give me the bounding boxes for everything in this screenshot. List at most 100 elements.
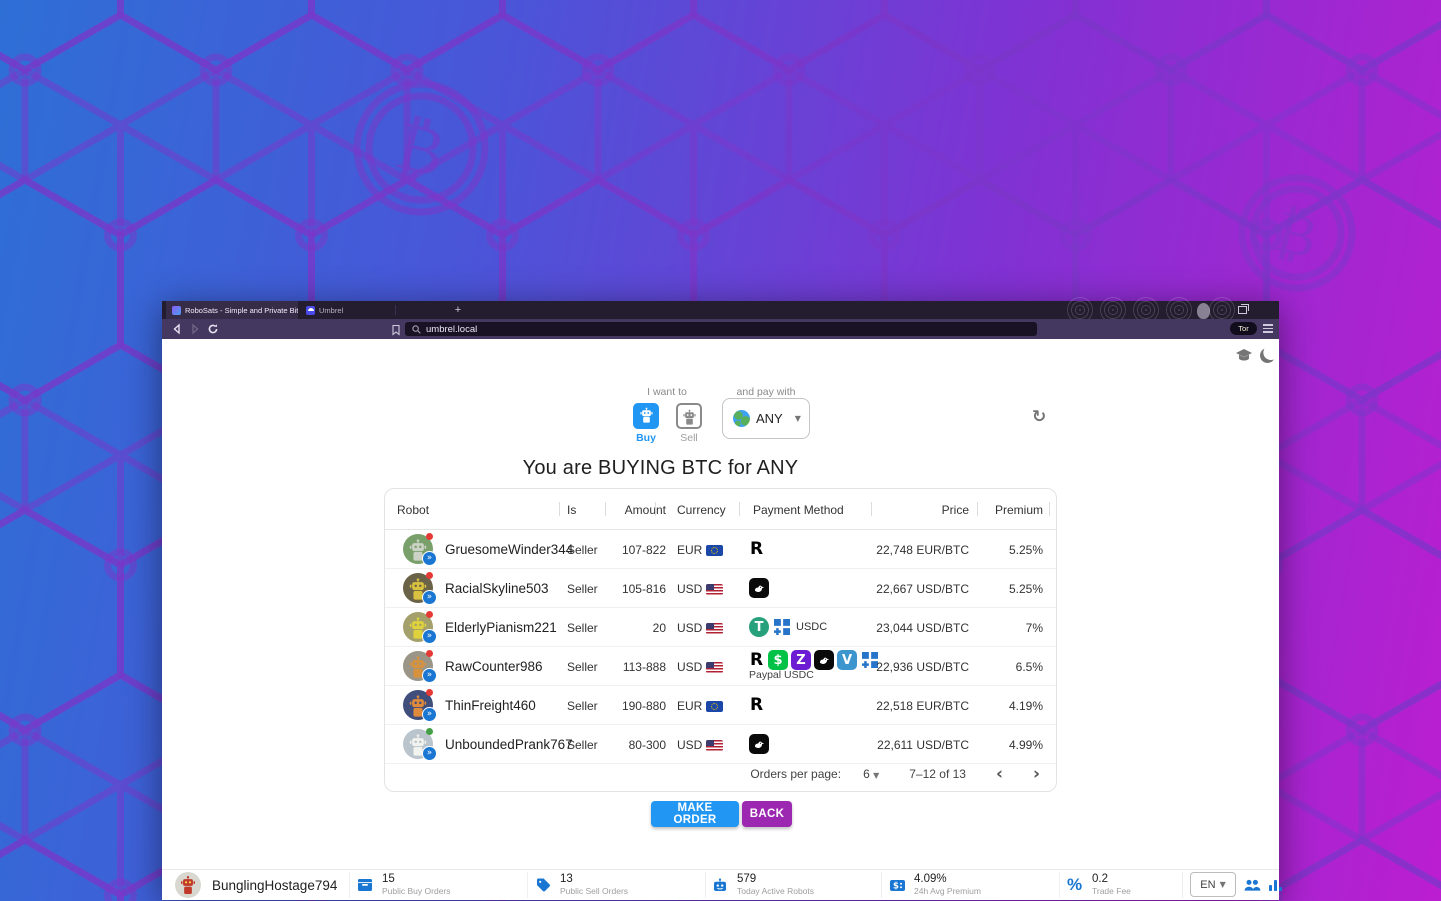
maker-role: Seller	[567, 621, 598, 635]
premium: 4.19%	[1008, 699, 1043, 713]
header-payment-method: Payment Method	[753, 503, 844, 517]
back-icon[interactable]	[170, 322, 184, 336]
amount-range: 20	[652, 621, 666, 635]
robot-nickname: ElderlyPianism221	[445, 620, 557, 635]
language-value: EN	[1200, 878, 1216, 891]
payment-method-text: Paypal USDC	[749, 669, 814, 681]
status-dot	[426, 650, 433, 657]
order-row[interactable]: » ThinFreight460 Seller 190-880 EUR R 22…	[385, 686, 1056, 725]
bookmark-icon[interactable]	[390, 323, 404, 337]
currency-cell: EUR	[677, 699, 724, 713]
stat-value: 579	[737, 873, 757, 885]
per-page-select[interactable]: 6 ▼	[863, 766, 880, 781]
tab-bar: RoboSats - Simple and Private Bit × Umbr…	[162, 297, 1279, 323]
dark-mode-moon-icon[interactable]	[1258, 346, 1276, 364]
robot-nickname: GruesomeWinder344	[445, 542, 574, 557]
buy-toggle-button[interactable]	[633, 403, 659, 429]
onion-decoration	[1100, 297, 1126, 323]
chevron-down-icon: ▼	[1219, 880, 1226, 889]
status-dot	[426, 611, 433, 618]
community-people-icon[interactable]	[1243, 877, 1261, 893]
user-avatar[interactable]	[175, 872, 201, 898]
tether-icon: T	[749, 617, 769, 637]
menu-icon[interactable]	[1263, 324, 1273, 335]
amount-range: 80-300	[628, 738, 666, 752]
header-price: Price	[941, 503, 969, 517]
refresh-icon[interactable]: ↻	[1032, 407, 1047, 427]
currency-select[interactable]: ANY ▼	[722, 398, 810, 439]
forward-icon[interactable]	[188, 322, 202, 336]
url-bar[interactable]: umbrel.local	[405, 322, 1037, 336]
back-button[interactable]: BACK	[742, 801, 792, 827]
onion-decoration	[1209, 297, 1235, 323]
robot-nickname: RacialSkyline503	[445, 581, 549, 596]
tab-robosats[interactable]: RoboSats - Simple and Private Bit ×	[166, 301, 298, 319]
eu-flag-icon	[706, 544, 724, 556]
currency-cell: USD	[677, 582, 724, 596]
graduation-cap-icon[interactable]	[1234, 346, 1254, 366]
maker-role: Seller	[567, 543, 598, 557]
robot-avatar: »	[403, 650, 437, 683]
premium: 4.99%	[1008, 738, 1043, 752]
table-header: Robot Is Amount Currency Payment Method …	[385, 489, 1056, 530]
price-tag-icon: $	[889, 877, 906, 894]
currency-cell: EUR	[677, 543, 724, 557]
header-is: Is	[567, 503, 577, 517]
language-select[interactable]: EN ▼	[1190, 872, 1236, 897]
us-flag-icon	[706, 622, 724, 634]
make-order-button[interactable]: MAKE ORDER	[651, 801, 739, 827]
reload-icon[interactable]	[206, 322, 220, 336]
exchange-summary-chart-icon[interactable]	[1268, 877, 1286, 893]
currency-code: EUR	[677, 699, 703, 713]
next-page-icon[interactable]: ›	[1032, 763, 1040, 784]
amount-range: 190-880	[621, 699, 666, 713]
amount-range: 105-816	[621, 582, 666, 596]
onion-decoration	[1067, 297, 1093, 323]
header-amount: Amount	[624, 503, 666, 517]
currency-code: USD	[677, 582, 703, 596]
order-rows: » GruesomeWinder344 Seller 107-822 EUR R…	[385, 530, 1056, 764]
page-title: You are BUYING BTC for ANY	[522, 457, 799, 479]
order-row[interactable]: » ElderlyPianism221 Seller 20 USD T USDC …	[385, 608, 1056, 647]
robot-nickname: ThinFreight460	[445, 698, 536, 713]
robot-avatar: »	[403, 533, 437, 566]
status-dot	[426, 728, 433, 735]
pay-with-label: and pay with	[736, 386, 796, 398]
currency-code: USD	[677, 621, 703, 635]
pagination: Orders per page: 6 ▼ 7–12 of 13 ‹ ›	[385, 756, 1056, 791]
search-icon	[412, 324, 421, 334]
currency-code: USD	[677, 738, 703, 752]
usdc-icon	[860, 650, 880, 670]
currency-code: EUR	[677, 543, 703, 557]
status-dot	[426, 689, 433, 696]
us-flag-icon	[706, 661, 724, 673]
robot-nickname: UnboundedPrank767	[445, 737, 573, 752]
us-flag-icon	[706, 739, 724, 751]
stat-value: 15	[382, 873, 395, 885]
maker-role: Seller	[567, 738, 598, 752]
maker-role: Seller	[567, 699, 598, 713]
robot-avatar: »	[403, 572, 437, 605]
percent-icon: %	[1067, 875, 1083, 894]
order-row[interactable]: » RawCounter986 Seller 113-888 USD R $ Z V …	[385, 647, 1056, 686]
tab-umbrel[interactable]: Umbrel	[300, 301, 392, 319]
new-tab-button[interactable]: +	[454, 304, 462, 316]
order-row[interactable]: » RacialSkyline503 Seller 105-816 USD 22…	[385, 569, 1056, 608]
payment-methods: R $ Z V	[749, 650, 883, 670]
fast-badge-icon: »	[422, 590, 437, 605]
prev-page-icon[interactable]: ‹	[995, 763, 1003, 784]
stat-label: Trade Fee	[1092, 886, 1131, 896]
bird-pay-icon	[814, 650, 834, 670]
stat-public-sell-orders: 13 Public Sell Orders	[535, 873, 628, 896]
tor-circuit-button[interactable]: Tor	[1230, 322, 1257, 335]
premium: 6.5%	[1015, 660, 1043, 674]
currency-code: USD	[677, 660, 703, 674]
page-range-label: 7–12 of 13	[909, 766, 966, 781]
umbrel-favicon	[306, 305, 315, 315]
restore-window-icon[interactable]	[1238, 304, 1249, 314]
stat-value: 13	[560, 873, 573, 885]
order-row[interactable]: » GruesomeWinder344 Seller 107-822 EUR R…	[385, 530, 1056, 569]
order-row[interactable]: » UnboundedPrank767 Seller 80-300 USD 22…	[385, 725, 1056, 764]
sell-toggle-button[interactable]	[676, 403, 702, 429]
header-premium: Premium	[994, 503, 1043, 517]
